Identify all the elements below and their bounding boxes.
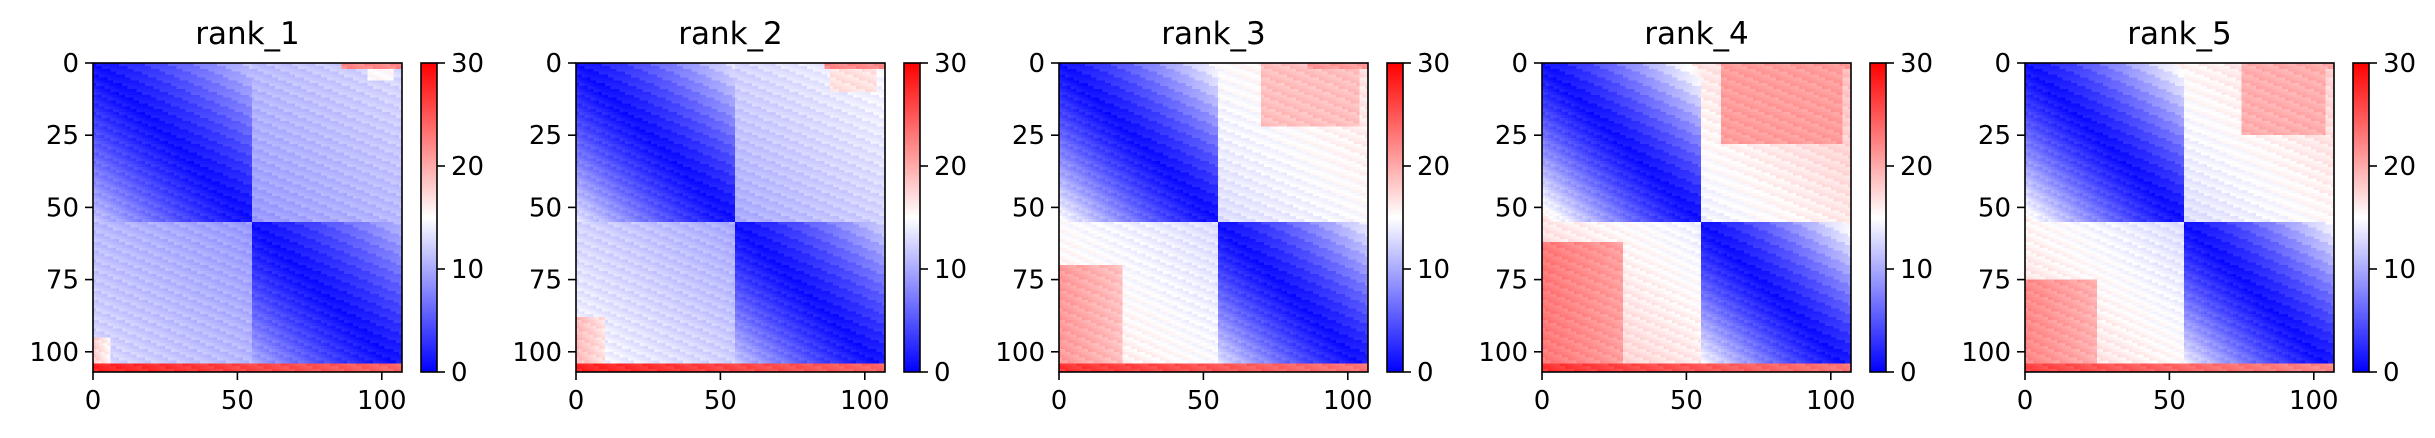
y-tick-label: 100 <box>1961 338 2011 368</box>
x-tick-label: 50 <box>1670 386 1703 416</box>
x-tick-label: 50 <box>704 386 737 416</box>
colorbar-tick-label: 20 <box>934 152 967 182</box>
y-tick-label: 100 <box>1478 338 1528 368</box>
x-tick-label: 0 <box>1051 386 1068 416</box>
y-tick-label: 50 <box>1978 193 2011 223</box>
heatmap-frame <box>1541 62 1852 373</box>
heatmap-frame <box>1058 62 1369 373</box>
y-tick-label: 0 <box>1994 49 2011 79</box>
colorbar-tick-label: 30 <box>1900 49 1933 79</box>
heatmap-cells <box>1059 63 1368 372</box>
y-tick-label: 50 <box>1012 193 1045 223</box>
y-tick-label: 0 <box>1511 49 1528 79</box>
panel-title: rank_4 <box>1644 16 1749 52</box>
y-tick-label: 0 <box>545 49 562 79</box>
colorbar-frame <box>1386 62 1404 373</box>
heatmap-cells <box>2025 63 2334 372</box>
y-tick-label: 75 <box>46 266 79 296</box>
colorbar-tick-label: 10 <box>1900 255 1933 285</box>
colorbar <box>1387 63 1403 372</box>
y-tick-label: 50 <box>529 193 562 223</box>
y-tick-label: 25 <box>1012 121 1045 151</box>
x-tick-label: 50 <box>2153 386 2186 416</box>
colorbar-tick-label: 10 <box>1417 255 1450 285</box>
y-tick-label: 100 <box>995 338 1045 368</box>
y-tick-label: 75 <box>1978 266 2011 296</box>
y-tick-label: 100 <box>512 338 562 368</box>
y-tick-label: 50 <box>46 193 79 223</box>
colorbar-tick-label: 0 <box>934 358 951 388</box>
panel-title: rank_2 <box>678 16 783 52</box>
colorbar <box>1870 63 1886 372</box>
colorbar <box>421 63 437 372</box>
panel-title: rank_1 <box>195 16 300 52</box>
colorbar-tick-label: 10 <box>2383 255 2416 285</box>
x-tick-label: 50 <box>1187 386 1220 416</box>
colorbar-tick-label: 20 <box>2383 152 2416 182</box>
x-tick-label: 0 <box>568 386 585 416</box>
x-tick-label: 100 <box>357 386 407 416</box>
colorbar-tick-label: 20 <box>451 152 484 182</box>
colorbar-tick-label: 0 <box>1417 358 1434 388</box>
y-tick-label: 25 <box>1978 121 2011 151</box>
y-tick-label: 50 <box>1495 193 1528 223</box>
y-tick-label: 0 <box>62 49 79 79</box>
panel-title: rank_3 <box>1161 16 1266 52</box>
x-tick-label: 100 <box>840 386 890 416</box>
heatmap-frame <box>2024 62 2335 373</box>
y-tick-label: 75 <box>1012 266 1045 296</box>
colorbar-tick-label: 10 <box>934 255 967 285</box>
heatmap-cells <box>93 63 402 372</box>
colorbar <box>2353 63 2369 372</box>
x-tick-label: 0 <box>85 386 102 416</box>
y-tick-label: 25 <box>46 121 79 151</box>
y-tick-label: 100 <box>29 338 79 368</box>
colorbar-frame <box>903 62 921 373</box>
colorbar-tick-label: 30 <box>2383 49 2416 79</box>
colorbar-tick-label: 20 <box>1900 152 1933 182</box>
colorbar-tick-label: 30 <box>451 49 484 79</box>
colorbar-frame <box>420 62 438 373</box>
x-tick-label: 0 <box>2017 386 2034 416</box>
colorbar <box>904 63 920 372</box>
heatmap-frame <box>575 62 886 373</box>
colorbar-frame <box>1869 62 1887 373</box>
colorbar-tick-label: 0 <box>2383 358 2400 388</box>
colorbar-tick-label: 0 <box>451 358 468 388</box>
colorbar-tick-label: 0 <box>1900 358 1917 388</box>
y-tick-label: 0 <box>1028 49 1045 79</box>
x-tick-label: 100 <box>2289 386 2339 416</box>
x-tick-label: 100 <box>1323 386 1373 416</box>
y-tick-label: 25 <box>529 121 562 151</box>
colorbar-tick-label: 10 <box>451 255 484 285</box>
heatmap-cells <box>576 63 885 372</box>
colorbar-tick-label: 30 <box>1417 49 1450 79</box>
panel-title: rank_5 <box>2127 16 2232 52</box>
heatmap-frame <box>92 62 403 373</box>
x-tick-label: 0 <box>1534 386 1551 416</box>
y-tick-label: 25 <box>1495 121 1528 151</box>
colorbar-frame <box>2352 62 2370 373</box>
colorbar-tick-label: 20 <box>1417 152 1450 182</box>
colorbar-tick-label: 30 <box>934 49 967 79</box>
x-tick-label: 100 <box>1806 386 1856 416</box>
y-tick-label: 75 <box>1495 266 1528 296</box>
y-tick-label: 75 <box>529 266 562 296</box>
x-tick-label: 50 <box>221 386 254 416</box>
heatmap-cells <box>1542 63 1851 372</box>
